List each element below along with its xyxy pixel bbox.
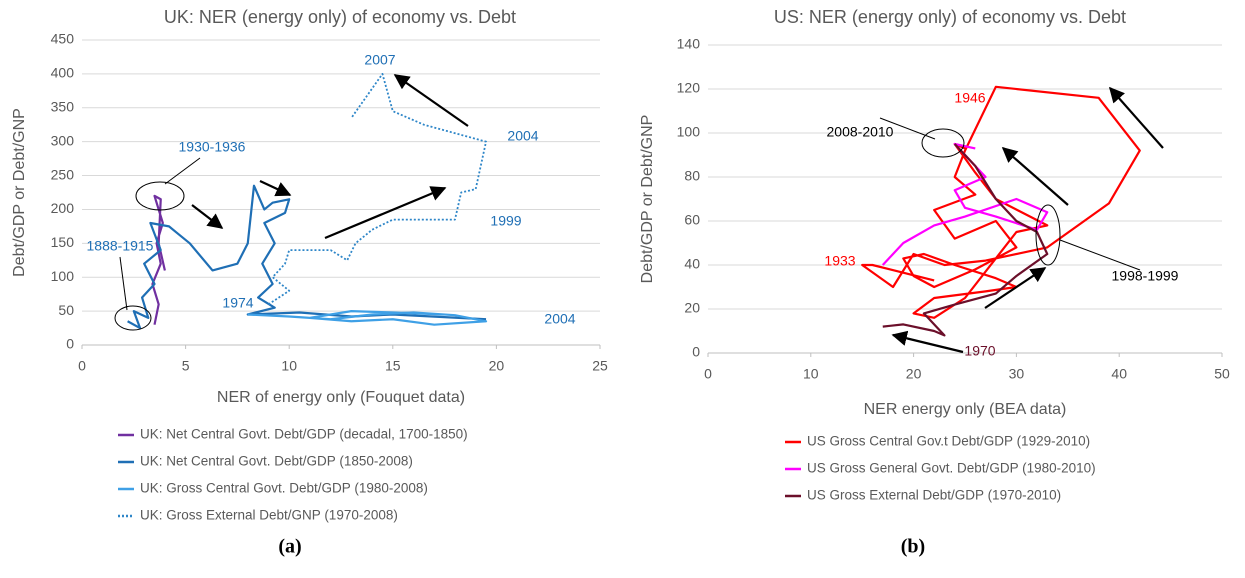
x-tick-label: 50: [1214, 366, 1230, 382]
arrow: [891, 330, 964, 354]
series-line: [267, 72, 487, 306]
leader-line: [1059, 239, 1141, 271]
y-tick-label: 250: [51, 166, 75, 182]
annotation: 2004: [507, 128, 538, 144]
y-tick-label: 350: [51, 98, 75, 114]
arrow: [324, 186, 447, 240]
legend-label: US Gross Central Gov.t Debt/GDP (1929-20…: [807, 434, 1090, 449]
x-tick-label: 20: [489, 358, 505, 374]
chart-title: US: NER (energy only) of economy vs. Deb…: [774, 7, 1126, 27]
arrow: [393, 74, 469, 127]
caption: (b): [901, 536, 925, 558]
y-tick-label: 0: [66, 336, 74, 352]
legend-label: UK: Gross External Debt/GNP (1970-2008): [140, 508, 398, 523]
y-tick-label: 20: [684, 300, 700, 316]
y-tick-label: 300: [51, 132, 75, 148]
legend-label: US Gross External Debt/GDP (1970-2010): [807, 488, 1061, 503]
leader-line: [119, 256, 128, 311]
y-tick-label: 80: [684, 168, 700, 184]
arrow: [1108, 86, 1164, 149]
x-tick-label: 0: [78, 358, 86, 374]
series-line: [881, 142, 1049, 266]
legend-label: UK: Gross Central Govt. Debt/GDP (1980-2…: [140, 481, 428, 496]
leader-line: [164, 157, 201, 185]
series-line: [151, 194, 166, 325]
x-tick-label: 10: [803, 366, 819, 382]
annotation: 1999: [490, 213, 521, 229]
y-tick-label: 50: [58, 302, 74, 318]
y-tick-label: 150: [51, 234, 75, 250]
x-tick-label: 10: [281, 358, 297, 374]
arrow: [1001, 146, 1069, 206]
y-tick-label: 60: [684, 212, 700, 228]
y-tick-label: 120: [677, 80, 701, 96]
chart-title: UK: NER (energy only) of economy vs. Deb…: [164, 7, 516, 27]
x-tick-label: 15: [385, 358, 401, 374]
annotation: 2007: [364, 52, 395, 68]
series-line: [882, 143, 1049, 337]
x-axis-label: NER of energy only (Fouquet data): [217, 389, 465, 406]
callout-ellipse: [135, 181, 185, 211]
callout-ellipse: [1035, 204, 1061, 266]
y-axis-label: Debt/GDP or Debt/GNP: [11, 108, 28, 277]
legend-label: UK: Net Central Govt. Debt/GDP (1850-200…: [140, 454, 413, 469]
y-tick-label: 400: [51, 65, 75, 81]
leader-line: [879, 117, 936, 140]
arrow: [191, 204, 224, 229]
x-tick-label: 25: [592, 358, 608, 374]
y-tick-label: 40: [684, 256, 700, 272]
annotation: 1970: [964, 343, 995, 359]
arrow: [259, 180, 292, 197]
y-tick-label: 100: [51, 268, 75, 284]
annotation: 2008-2010: [827, 124, 894, 140]
annotation: 2004: [544, 311, 575, 327]
y-tick-label: 450: [51, 31, 75, 47]
series-line: [127, 184, 487, 330]
x-tick-label: 5: [182, 358, 190, 374]
annotation: 1998-1999: [1112, 268, 1179, 284]
series-line: [861, 85, 1141, 319]
legend-label: US Gross General Govt. Debt/GDP (1980-20…: [807, 461, 1096, 476]
arrow: [984, 267, 1047, 309]
annotation: 1930-1936: [179, 139, 246, 155]
annotation: 1974: [222, 295, 253, 311]
y-axis-label: Debt/GDP or Debt/GNP: [639, 115, 656, 284]
y-tick-label: 0: [692, 344, 700, 360]
y-tick-label: 140: [677, 36, 701, 52]
legend-label: UK: Net Central Govt. Debt/GDP (decadal,…: [140, 427, 468, 442]
annotation: 1933: [824, 253, 855, 269]
annotation: 1946: [954, 90, 985, 106]
x-tick-label: 30: [1009, 366, 1025, 382]
callout-ellipse: [921, 128, 965, 158]
x-tick-label: 20: [906, 366, 922, 382]
series-line: [247, 310, 488, 326]
callout-ellipse: [114, 305, 152, 331]
x-axis-label: NER energy only (BEA data): [864, 401, 1067, 418]
y-tick-label: 100: [677, 124, 701, 140]
x-tick-label: 0: [704, 366, 712, 382]
x-tick-label: 40: [1111, 366, 1127, 382]
annotation: 1888-1915: [87, 238, 154, 254]
caption: (a): [278, 536, 301, 558]
y-tick-label: 200: [51, 200, 75, 216]
